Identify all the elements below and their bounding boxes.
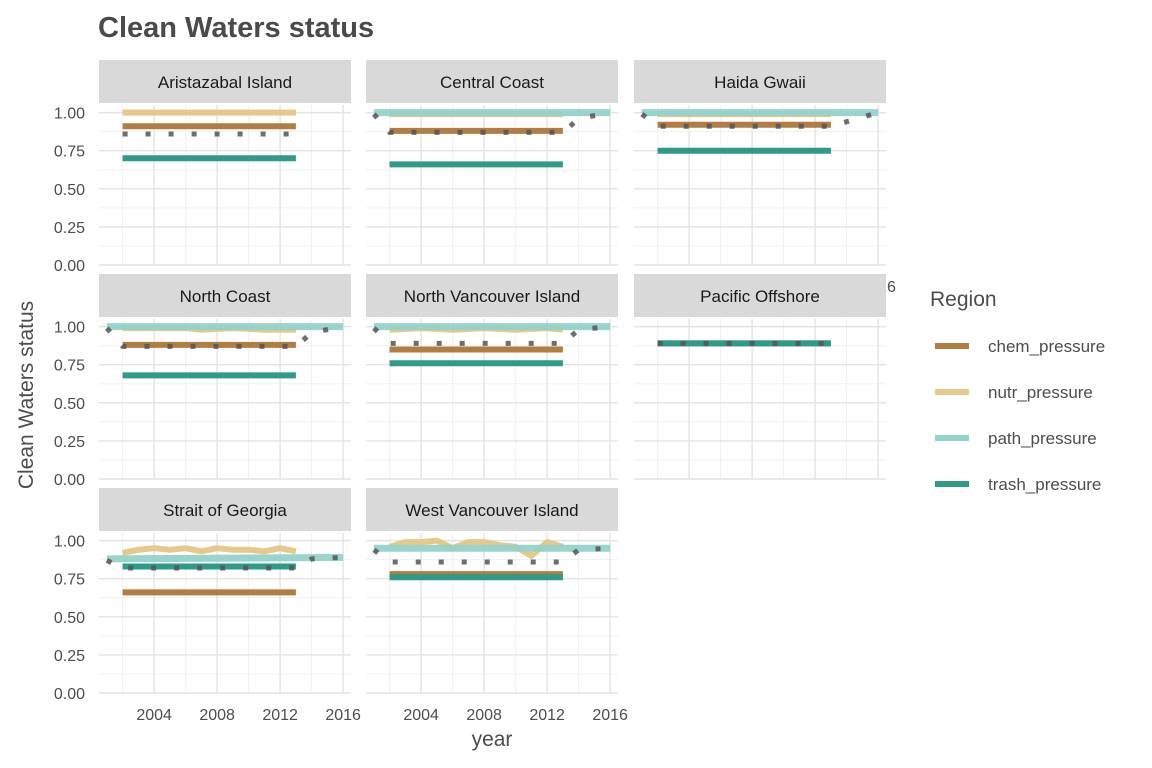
y-tick-label: 0.50 — [54, 610, 85, 627]
legend-label-chem-pressure: chem_pressure — [988, 337, 1105, 356]
y-axis-title: Clean Waters status — [15, 301, 38, 489]
y-tick-label: 0.00 — [54, 686, 85, 703]
y-tick-label: 0.00 — [54, 258, 85, 275]
chart-title: Clean Waters status — [98, 12, 374, 44]
strip-label-central-coast: Central Coast — [440, 73, 544, 92]
facet-panels: Aristazabal Island 0.00 0.25 0.50 0.75 1.00 Ce… — [54, 60, 896, 724]
panel-pacific-offshore: Pacific Offshore — [634, 274, 886, 480]
y-tick-label: 0.75 — [54, 358, 85, 375]
y-tick-label: 0.75 — [54, 144, 85, 161]
strip-west-vancouver-island — [366, 488, 618, 531]
legend: Region chem_pressure nutr_pressure path_pr… — [930, 288, 1105, 494]
x-tick-label: 2012 — [529, 707, 565, 724]
strip-label-aristazabal-island: Aristazabal Island — [158, 73, 292, 92]
x-tick-label: 2016 — [325, 707, 361, 724]
legend-label-path-pressure: path_pressure — [988, 429, 1097, 448]
x-tick-label: 2004 — [403, 707, 439, 724]
series-line-path-pressure — [106, 553, 344, 563]
panel-haida-gwaii: Haida Gwaii2004200820122016 — [634, 60, 896, 296]
x-tick-label: 2016 — [592, 707, 628, 724]
y-tick-label: 1.00 — [54, 320, 85, 337]
strip-north-coast — [99, 274, 351, 317]
legend-label-nutr-pressure: nutr_pressure — [988, 383, 1093, 402]
panel-west-vancouver-island: West Vancouver Island 2004 2008 2012 2016 — [366, 488, 628, 724]
y-tick-label: 0.50 — [54, 396, 85, 413]
strip-label-haida-gwaii: Haida Gwaii — [714, 73, 806, 92]
strip-central-coast — [366, 60, 618, 103]
panel-north-vancouver-island: North Vancouver Island — [366, 274, 618, 480]
y-tick-label: 0.25 — [54, 434, 85, 451]
x-tick-label: 2012 — [262, 707, 298, 724]
y-tick-label: 1.00 — [54, 534, 85, 551]
strip-label-strait-of-georgia: Strait of Georgia — [163, 501, 287, 520]
x-tick-label: 2008 — [199, 707, 235, 724]
legend-label-trash-pressure: trash_pressure — [988, 475, 1101, 494]
y-tick-label: 0.75 — [54, 572, 85, 589]
panel-strait-of-georgia: Strait of Georgia 0.00 0.25 0.50 0.75 1.00 200… — [54, 488, 361, 724]
panel-central-coast: Central Coast — [366, 60, 618, 266]
x-tick-label: 2008 — [466, 707, 502, 724]
y-tick-label: 0.00 — [54, 472, 85, 489]
y-tick-label: 0.50 — [54, 182, 85, 199]
strip-label-north-vancouver-island: North Vancouver Island — [404, 287, 580, 306]
x-axis-title: year — [472, 728, 513, 751]
x-tick-label: 2004 — [136, 707, 172, 724]
y-tick-label: 0.25 — [54, 648, 85, 665]
legend-item-chem-pressure: chem_pressure — [935, 337, 1105, 356]
legend-item-trash-pressure: trash_pressure — [935, 475, 1101, 494]
strip-pacific-offshore — [634, 274, 886, 317]
strip-label-west-vancouver-island: West Vancouver Island — [405, 501, 578, 520]
strip-label-north-coast: North Coast — [180, 287, 271, 306]
legend-item-nutr-pressure: nutr_pressure — [935, 383, 1093, 402]
legend-title: Region — [930, 288, 997, 311]
y-tick-label: 0.25 — [54, 220, 85, 237]
series-line-nutr-pressure — [388, 537, 564, 559]
y-tick-label: 1.00 — [54, 106, 85, 123]
strip-aristazabal-island — [99, 60, 351, 103]
strip-north-vancouver-island — [366, 274, 618, 317]
series-line-nutr-pressure — [122, 545, 297, 556]
panel-north-coast: North Coast 0.00 0.25 0.50 0.75 1.00 — [54, 274, 351, 489]
strip-haida-gwaii — [634, 60, 886, 103]
strip-strait-of-georgia — [99, 488, 351, 531]
panel-aristazabal-island: Aristazabal Island 0.00 0.25 0.50 0.75 1.00 — [54, 60, 351, 275]
legend-item-path-pressure: path_pressure — [935, 429, 1097, 448]
strip-label-pacific-offshore: Pacific Offshore — [700, 287, 820, 306]
